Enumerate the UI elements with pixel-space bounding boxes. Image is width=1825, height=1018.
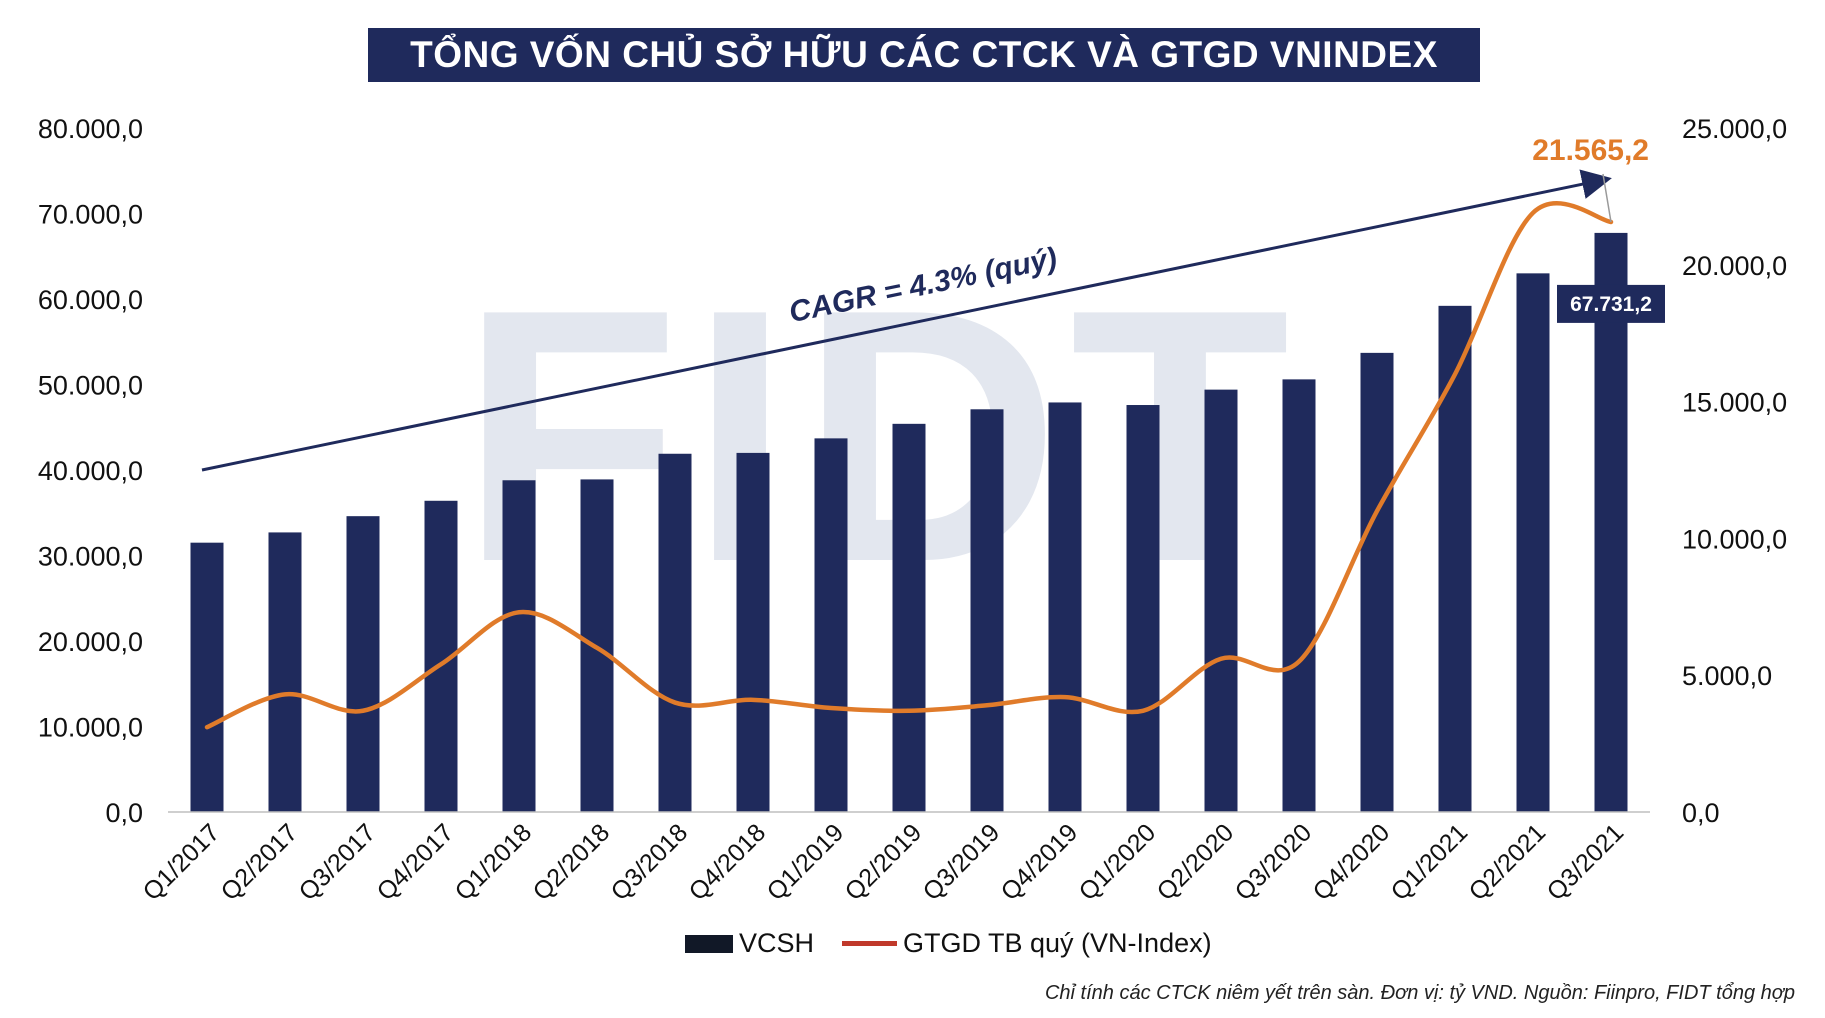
line-label-leader <box>1602 173 1612 223</box>
x-tick-label: Q4/2018 <box>684 818 772 906</box>
x-tick-label: Q2/2017 <box>216 818 304 906</box>
x-tick-label: Q1/2018 <box>450 818 538 906</box>
y-left-tick-label: 40.000,0 <box>38 456 143 486</box>
x-tick-label: Q2/2018 <box>528 818 616 906</box>
x-tick-label: Q1/2021 <box>1386 818 1474 906</box>
bar-Q3/2018 <box>658 453 692 812</box>
y-right-tick-label: 25.000,0 <box>1682 114 1787 144</box>
bar-series <box>190 232 1628 813</box>
bar-Q2/2021 <box>1516 273 1550 813</box>
trend-line <box>201 169 1612 472</box>
x-tick-label: Q1/2020 <box>1074 818 1162 906</box>
x-tick-label: Q4/2020 <box>1308 818 1396 906</box>
bar-Q1/2021 <box>1438 305 1472 812</box>
x-tick-label: Q4/2019 <box>996 818 1084 906</box>
footnote: Chỉ tính các CTCK niêm yết trên sàn. Đơn… <box>1044 982 1795 1004</box>
bar-Q4/2018 <box>736 452 770 812</box>
line-series <box>204 201 1614 730</box>
y-right-tick-label: 0,0 <box>1682 798 1720 828</box>
x-tick-label: Q3/2021 <box>1542 818 1630 906</box>
legend-swatch-gtgd <box>842 941 898 946</box>
y-left-tick-label: 80.000,0 <box>38 114 143 144</box>
legend-label-vcsh: VCSH <box>739 928 815 958</box>
chart-title: TỔNG VỐN CHỦ SỞ HỮU CÁC CTCK VÀ GTGD VNI… <box>410 34 1438 75</box>
gtgd-line <box>204 201 1614 730</box>
x-tick-label: Q1/2017 <box>138 818 226 906</box>
x-tick-label: Q3/2018 <box>606 818 694 906</box>
annotations: 21.565,2 67.731,2 <box>1532 134 1665 323</box>
legend-label-gtgd: GTGD TB quý (VN-Index) <box>903 928 1212 958</box>
bar-Q3/2019 <box>970 409 1004 812</box>
x-tick-label: Q3/2017 <box>294 818 382 906</box>
x-tick-label: Q3/2019 <box>918 818 1006 906</box>
bar-Q4/2019 <box>1048 402 1082 812</box>
x-tick-label: Q1/2019 <box>762 818 850 906</box>
y-left-tick-label: 20.000,0 <box>38 627 143 657</box>
bar-Q3/2020 <box>1282 379 1316 812</box>
y-left-tick-label: 0,0 <box>105 798 143 828</box>
y-left-tick-label: 70.000,0 <box>38 200 143 230</box>
y-right-tick-label: 5.000,0 <box>1682 661 1772 691</box>
bar-Q4/2020 <box>1360 352 1394 812</box>
x-tick-label: Q3/2020 <box>1230 818 1318 906</box>
bar-Q3/2021 <box>1594 232 1628 812</box>
y-right-tick-label: 20.000,0 <box>1682 251 1787 281</box>
title-banner: TỔNG VỐN CHỦ SỞ HỮU CÁC CTCK VÀ GTGD VNI… <box>368 28 1480 82</box>
x-tick-label: Q2/2021 <box>1464 818 1552 906</box>
x-tick-label: Q2/2020 <box>1152 818 1240 906</box>
bar-Q1/2020 <box>1126 405 1160 812</box>
line-value-label: 21.565,2 <box>1532 134 1649 167</box>
y-left-tick-label: 50.000,0 <box>38 371 143 401</box>
x-tick-label: Q4/2017 <box>372 818 460 906</box>
bar-Q3/2017 <box>346 516 380 812</box>
y-right-tick-label: 15.000,0 <box>1682 388 1787 418</box>
bar-Q1/2019 <box>814 438 848 812</box>
bar-Q1/2017 <box>190 542 224 812</box>
bar-value-label: 67.731,2 <box>1570 293 1652 316</box>
y-left-tick-label: 30.000,0 <box>38 542 143 572</box>
y-left-tick-label: 10.000,0 <box>38 713 143 743</box>
x-tick-label: Q2/2019 <box>840 818 928 906</box>
bar-Q1/2018 <box>502 480 536 812</box>
bar-Q2/2019 <box>892 423 926 812</box>
y-right-tick-label: 10.000,0 <box>1682 524 1787 554</box>
legend: VCSH GTGD TB quý (VN-Index) <box>685 928 1212 959</box>
y-left-tick-label: 60.000,0 <box>38 285 143 315</box>
bar-Q2/2017 <box>268 532 302 812</box>
bar-Q2/2020 <box>1204 389 1238 812</box>
bar-value-label-box <box>1557 284 1665 323</box>
legend-swatch-vcsh <box>685 934 733 953</box>
